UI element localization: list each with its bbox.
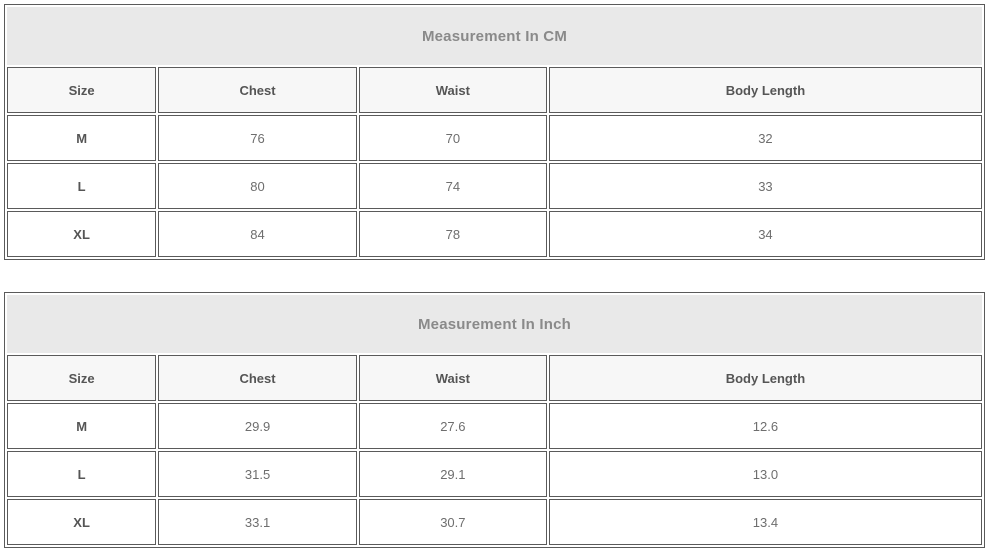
- chest-value: 76: [158, 115, 357, 161]
- size-label: M: [7, 403, 157, 449]
- chest-value: 29.9: [158, 403, 357, 449]
- size-label: XL: [7, 211, 157, 257]
- column-header-body-length: Body Length: [548, 355, 982, 401]
- chest-value: 31.5: [158, 451, 357, 497]
- column-header-size: Size: [7, 355, 157, 401]
- measurement-table-cm: Measurement In CM Size Chest Waist Body …: [4, 4, 985, 260]
- body-length-value: 32: [548, 115, 982, 161]
- waist-value: 29.1: [358, 451, 547, 497]
- size-label: XL: [7, 499, 157, 545]
- table-row: M 29.9 27.6 12.6: [7, 403, 982, 449]
- table-title-inch: Measurement In Inch: [7, 295, 982, 353]
- size-label: L: [7, 163, 157, 209]
- waist-value: 74: [358, 163, 547, 209]
- table-row: L 31.5 29.1 13.0: [7, 451, 982, 497]
- column-header-chest: Chest: [158, 355, 357, 401]
- column-header-waist: Waist: [358, 355, 547, 401]
- waist-value: 70: [358, 115, 547, 161]
- table-row: M 76 70 32: [7, 115, 982, 161]
- chest-value: 80: [158, 163, 357, 209]
- title-row-cm: Measurement In CM: [7, 7, 982, 65]
- header-row-cm: Size Chest Waist Body Length: [7, 67, 982, 113]
- chest-value: 33.1: [158, 499, 357, 545]
- header-row-inch: Size Chest Waist Body Length: [7, 355, 982, 401]
- waist-value: 30.7: [358, 499, 547, 545]
- chest-value: 84: [158, 211, 357, 257]
- body-length-value: 13.0: [548, 451, 982, 497]
- table-title-cm: Measurement In CM: [7, 7, 982, 65]
- size-label: L: [7, 451, 157, 497]
- table-row: XL 84 78 34: [7, 211, 982, 257]
- table-row: L 80 74 33: [7, 163, 982, 209]
- column-header-body-length: Body Length: [548, 67, 982, 113]
- body-length-value: 34: [548, 211, 982, 257]
- waist-value: 78: [358, 211, 547, 257]
- title-row-inch: Measurement In Inch: [7, 295, 982, 353]
- size-label: M: [7, 115, 157, 161]
- measurement-table-inch: Measurement In Inch Size Chest Waist Bod…: [4, 292, 985, 548]
- body-length-value: 33: [548, 163, 982, 209]
- column-header-size: Size: [7, 67, 157, 113]
- column-header-waist: Waist: [358, 67, 547, 113]
- body-length-value: 13.4: [548, 499, 982, 545]
- table-row: XL 33.1 30.7 13.4: [7, 499, 982, 545]
- column-header-chest: Chest: [158, 67, 357, 113]
- waist-value: 27.6: [358, 403, 547, 449]
- body-length-value: 12.6: [548, 403, 982, 449]
